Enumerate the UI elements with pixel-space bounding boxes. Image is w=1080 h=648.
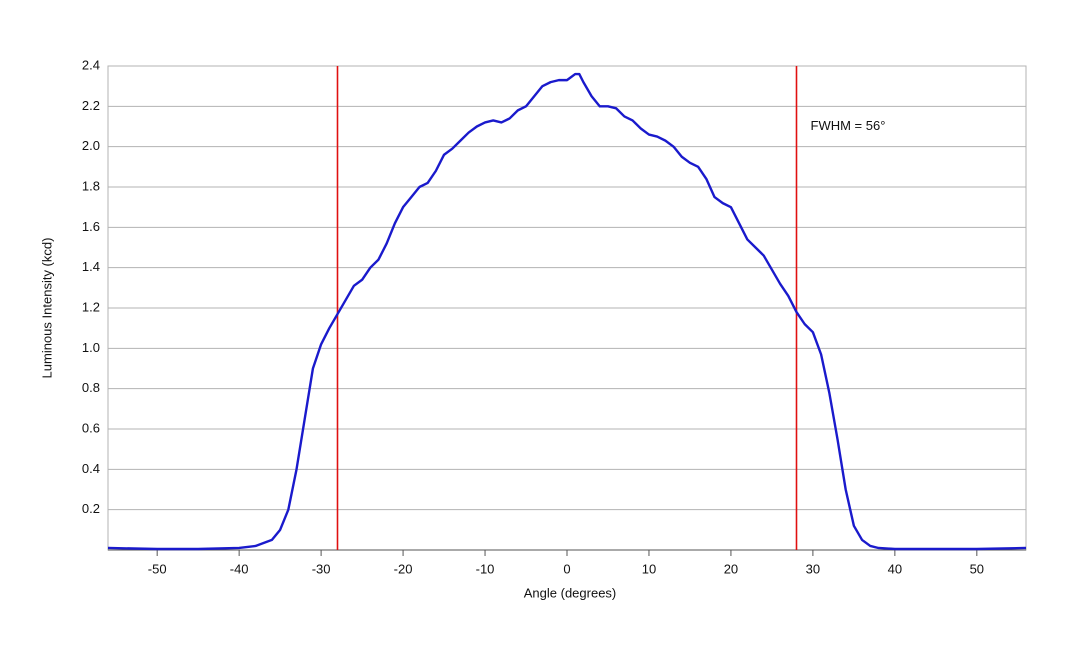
x-tick-label: 0 [563, 561, 570, 576]
y-tick-label: 1.0 [82, 340, 100, 355]
x-tick-label: 40 [888, 561, 902, 576]
y-axis-label: Luminous Intensity (kcd) [39, 238, 54, 379]
x-tick-label: 30 [806, 561, 820, 576]
x-axis-label: Angle (degrees) [524, 585, 617, 600]
y-tick-label: 0.8 [82, 380, 100, 395]
y-tick-label: 0.4 [82, 461, 100, 476]
data-line [107, 72, 1027, 551]
y-tick-label: 0.6 [82, 420, 100, 435]
annotation: FWHM = 56° [811, 118, 886, 133]
y-tick-label: 2.4 [82, 57, 100, 72]
y-tick-label: 1.6 [82, 219, 100, 234]
x-tick-label: -40 [230, 561, 249, 576]
x-tick-label: -10 [476, 561, 495, 576]
x-tick-label: -20 [394, 561, 413, 576]
y-tick-label: 2.0 [82, 138, 100, 153]
y-tick-label: 1.8 [82, 178, 100, 193]
x-tick-label: -50 [148, 561, 167, 576]
y-tick-label: 0.2 [82, 501, 100, 516]
x-tick-label: -30 [312, 561, 331, 576]
y-tick-label: 1.4 [82, 259, 100, 274]
y-tick-label: 1.2 [82, 299, 100, 314]
y-tick-label: 2.2 [82, 98, 100, 113]
x-tick-label: 20 [724, 561, 738, 576]
x-tick-label: 50 [970, 561, 984, 576]
x-tick-label: 10 [642, 561, 656, 576]
